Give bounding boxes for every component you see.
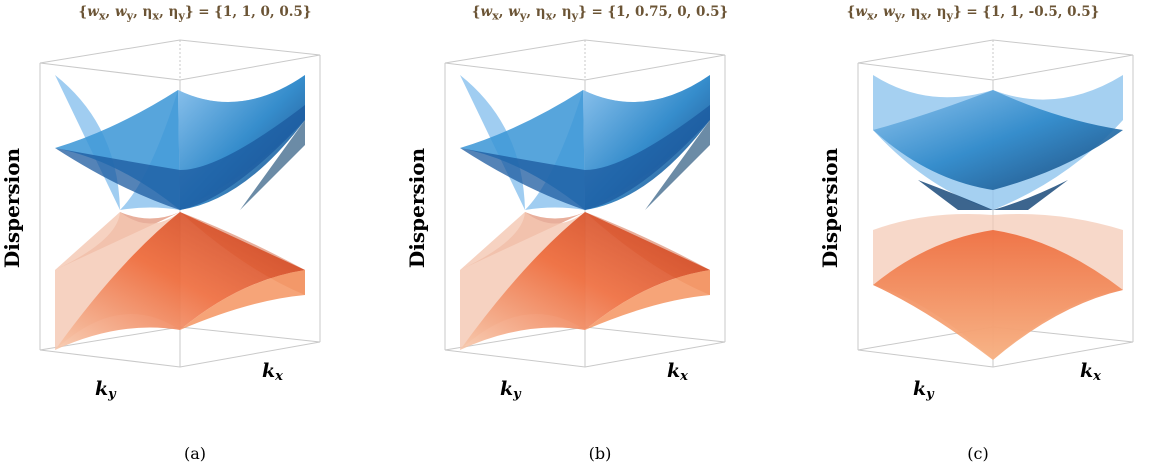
lower-band-surface bbox=[460, 212, 710, 350]
dispersion-plot bbox=[857, 39, 1134, 368]
y-axis-label: Dispersion bbox=[405, 147, 429, 269]
panel-caption: (c) bbox=[967, 444, 989, 463]
y-axis-label: Dispersion bbox=[0, 147, 24, 269]
upper-band-surface bbox=[55, 75, 305, 210]
ky-axis-label: ky bbox=[913, 378, 934, 402]
panel-caption: (b) bbox=[588, 444, 612, 463]
dispersion-plot bbox=[444, 39, 726, 368]
panel-title: {wx, wy, ηx, ηy} = {1, 1, -0.5, 0.5} bbox=[846, 4, 1100, 23]
y-axis-label: Dispersion bbox=[818, 147, 842, 269]
ky-axis-label: ky bbox=[500, 378, 521, 402]
upper-band-surface bbox=[460, 75, 710, 210]
lower-band-surface bbox=[873, 214, 1123, 360]
panel-b: {wx, wy, ηx, ηy} = {1, 0.75, 0, 0.5} bbox=[405, 0, 795, 472]
panel-c: {wx, wy, ηx, ηy} = {1, 1, -0.5, 0.5} bbox=[778, 0, 1168, 472]
panel-caption: (a) bbox=[183, 444, 207, 463]
ky-axis-label: ky bbox=[95, 378, 116, 402]
lower-band-surface bbox=[55, 212, 305, 350]
kx-axis-label: kx bbox=[262, 360, 283, 384]
panel-title: {wx, wy, ηx, ηy} = {1, 1, 0, 0.5} bbox=[78, 4, 312, 23]
upper-band-surface bbox=[873, 75, 1123, 210]
kx-axis-label: kx bbox=[667, 360, 688, 384]
dispersion-plot bbox=[39, 39, 321, 368]
panel-a: {wx, wy, ηx, ηy} = {1, 1, 0, 0.5} bbox=[0, 0, 390, 472]
kx-axis-label: kx bbox=[1080, 360, 1101, 384]
panel-title: {wx, wy, ηx, ηy} = {1, 0.75, 0, 0.5} bbox=[471, 4, 729, 23]
